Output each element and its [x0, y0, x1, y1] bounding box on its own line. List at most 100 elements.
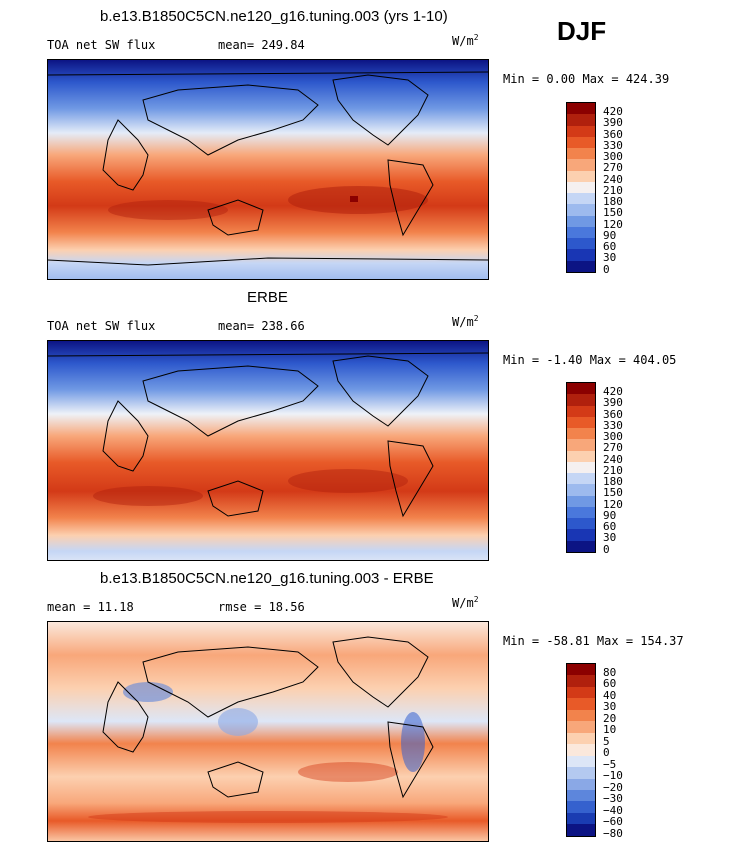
colorbar-tick-label: 40: [603, 688, 617, 702]
colorbar-tick-label: −5: [603, 757, 617, 771]
colorbar-swatch: [567, 495, 595, 507]
panel-1-colorbar: [566, 102, 596, 273]
colorbar-tick-label: 180: [603, 195, 623, 209]
colorbar-swatch: [567, 686, 595, 699]
colorbar-tick-label: 120: [603, 217, 623, 231]
continent-outline: [207, 761, 264, 798]
panel-2-map-field: [48, 341, 488, 560]
colorbar-tick-label: −40: [603, 803, 623, 817]
colorbar-tick-label: 0: [603, 262, 610, 276]
colorbar-tick-label: 60: [603, 677, 617, 691]
colorbar-swatch: [567, 518, 595, 530]
colorbar-swatch: [567, 473, 595, 485]
colorbar-swatch: [567, 698, 595, 710]
colorbar-swatch: [567, 103, 595, 115]
colorbar-tick-label: 60: [603, 520, 617, 534]
colorbar-tick-label: −30: [603, 792, 623, 806]
panel-2-units-label: W/m2: [452, 314, 479, 329]
colorbar-tick-label: 270: [603, 441, 623, 455]
colorbar-swatch: [567, 732, 595, 745]
panel-2-variable-label: TOA net SW flux: [47, 319, 156, 333]
colorbar-swatch: [567, 193, 595, 205]
panel-3-minmax-label: Min = -58.81 Max = 154.37: [503, 634, 684, 648]
colorbar-tick-label: 300: [603, 430, 623, 444]
colorbar-tick-label: 150: [603, 206, 623, 220]
continent-outline: [48, 257, 488, 266]
colorbar-swatch: [567, 249, 595, 261]
colorbar-tick-label: 360: [603, 407, 623, 421]
colorbar-swatch: [567, 789, 595, 802]
continent-outline: [332, 636, 429, 708]
colorbar-swatch: [567, 238, 595, 250]
panel-3-rmse-label: rmse = 18.56: [218, 600, 305, 614]
panel-3-map: [47, 621, 489, 842]
colorbar-tick-label: −60: [603, 815, 623, 829]
colorbar-tick-label: 0: [603, 746, 610, 760]
continent-outline: [48, 352, 488, 357]
continent-outline: [142, 84, 319, 156]
colorbar-swatch: [567, 439, 595, 451]
season-label: DJF: [557, 16, 607, 46]
colorbar-tick-label: 30: [603, 700, 617, 714]
colorbar-swatch: [567, 801, 595, 813]
panel-2-map: [47, 340, 489, 561]
colorbar-swatch: [567, 484, 595, 496]
continent-outline: [102, 400, 149, 472]
colorbar-swatch: [567, 114, 595, 126]
colorbar-swatch: [567, 450, 595, 462]
colorbar-tick-label: 0: [603, 542, 610, 556]
colorbar-swatch: [567, 428, 595, 440]
colorbar-tick-label: 240: [603, 452, 623, 466]
colorbar-swatch: [567, 812, 595, 825]
panel-3-colorbar: [566, 663, 596, 837]
colorbar-tick-label: 20: [603, 711, 617, 725]
panel-3-units-label: W/m2: [452, 595, 479, 610]
colorbar-swatch: [567, 824, 595, 836]
colorbar-tick-label: −80: [603, 826, 623, 840]
colorbar-tick-label: 270: [603, 161, 623, 175]
panel-1-minmax-label: Min = 0.00 Max = 424.39: [503, 72, 670, 86]
colorbar-tick-label: 330: [603, 418, 623, 432]
colorbar-tick-label: 90: [603, 508, 617, 522]
continent-outline: [332, 74, 429, 146]
colorbar-swatch: [567, 675, 595, 687]
colorbar-tick-label: 330: [603, 138, 623, 152]
colorbar-swatch: [567, 226, 595, 239]
colorbar-tick-label: 60: [603, 240, 617, 254]
colorbar-tick-label: 30: [603, 531, 617, 545]
continent-outline: [387, 440, 434, 518]
colorbar-swatch: [567, 540, 595, 552]
panel-3-title: b.e13.B1850C5CN.ne120_g16.tuning.003 - E…: [100, 570, 434, 587]
colorbar-swatch: [567, 181, 595, 194]
panel-1-mean-label: mean= 249.84: [218, 38, 305, 52]
panel-2-minmax-label: Min = -1.40 Max = 404.05: [503, 353, 677, 367]
colorbar-tick-label: 240: [603, 172, 623, 186]
continent-outline: [387, 721, 434, 799]
colorbar-tick-label: 5: [603, 734, 610, 748]
colorbar-tick-label: 420: [603, 385, 623, 398]
colorbar-tick-label: 150: [603, 486, 623, 500]
colorbar-swatch: [567, 136, 595, 149]
colorbar-swatch: [567, 383, 595, 395]
colorbar-swatch: [567, 721, 595, 733]
continent-outline: [332, 355, 429, 427]
continent-outline: [207, 199, 264, 236]
colorbar-swatch: [567, 744, 595, 756]
colorbar-swatch: [567, 170, 595, 182]
colorbar-tick-label: 10: [603, 723, 617, 737]
panel-1-variable-label: TOA net SW flux: [47, 38, 156, 52]
colorbar-swatch: [567, 204, 595, 216]
colorbar-tick-label: 30: [603, 251, 617, 265]
panel-2-title: ERBE: [247, 289, 288, 306]
colorbar-swatch: [567, 416, 595, 429]
panel-2-mean-label: mean= 238.66: [218, 319, 305, 333]
colorbar-swatch: [567, 506, 595, 519]
continent-outline: [207, 480, 264, 517]
colorbar-tick-label: 300: [603, 150, 623, 164]
continent-outline: [142, 365, 319, 437]
colorbar-tick-label: 390: [603, 396, 623, 410]
panel-1-title: b.e13.B1850C5CN.ne120_g16.tuning.003 (yr…: [100, 8, 448, 25]
continent-outline: [142, 646, 319, 718]
colorbar-tick-label: 90: [603, 228, 617, 242]
colorbar-swatch: [567, 148, 595, 160]
